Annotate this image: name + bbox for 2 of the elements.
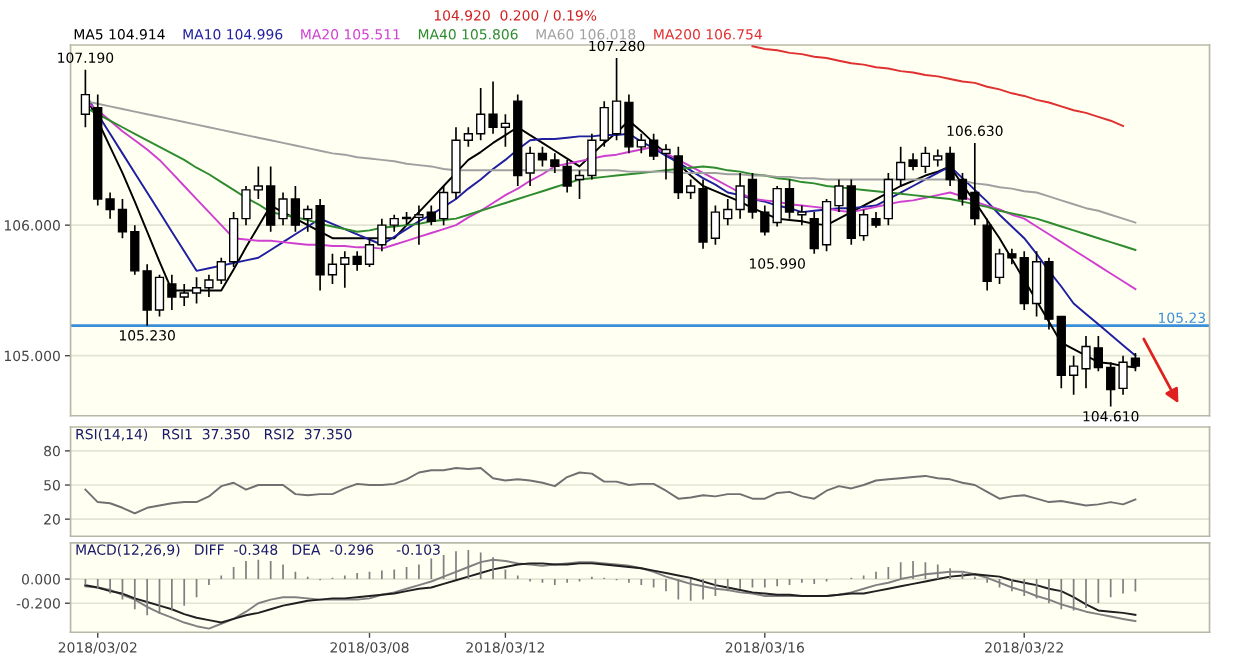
line-series [751, 45, 1125, 127]
line-series [84, 466, 1137, 515]
